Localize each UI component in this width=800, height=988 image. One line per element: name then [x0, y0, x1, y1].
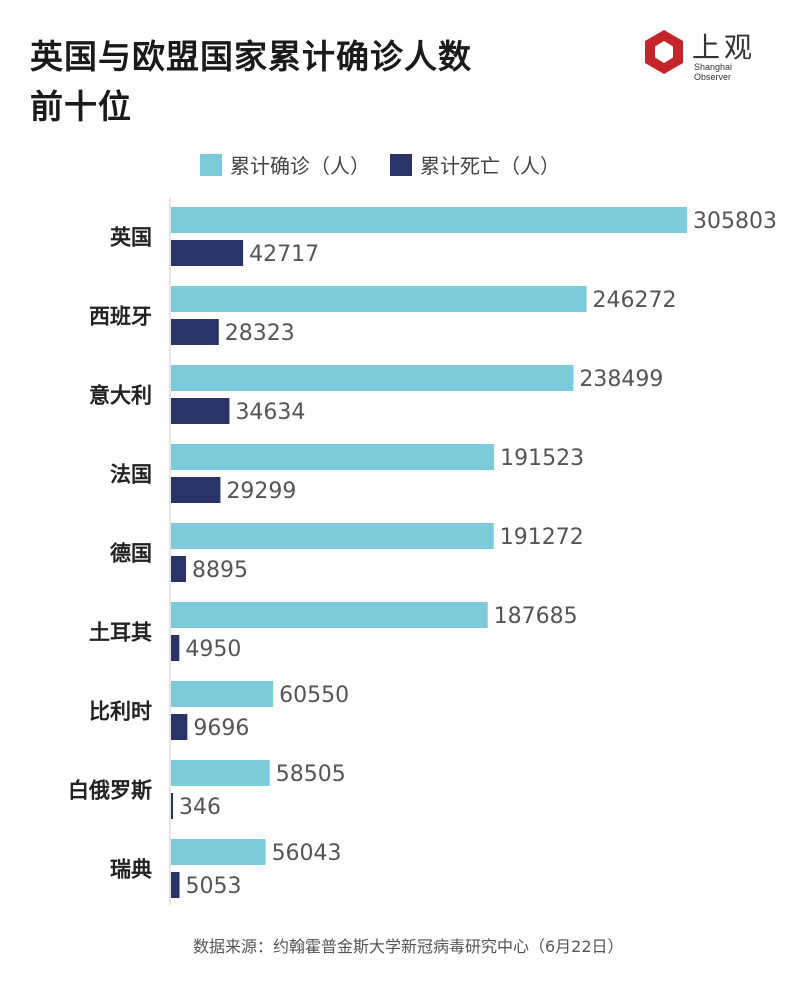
- bar-confirmed: [171, 444, 495, 470]
- bar-deaths: [171, 398, 230, 424]
- category-label: 德国: [110, 542, 152, 566]
- data-label: 60550: [279, 683, 349, 708]
- bar-deaths: [171, 556, 187, 582]
- bar-deaths: [171, 714, 188, 740]
- category-label: 瑞典: [110, 858, 152, 882]
- bar-confirmed: [171, 523, 494, 549]
- data-label: 8895: [192, 558, 248, 583]
- logo-hexagon-icon: [645, 30, 683, 74]
- bar-confirmed: [171, 839, 266, 865]
- category-label: 西班牙: [89, 305, 152, 329]
- legend-label: 累计确诊（人）: [230, 154, 370, 178]
- legend-item-deaths: 累计死亡（人）: [390, 150, 560, 179]
- bar-confirmed: [171, 602, 488, 628]
- data-label: 34634: [235, 400, 305, 425]
- category-label: 意大利: [89, 384, 152, 408]
- category-label: 白俄罗斯: [68, 779, 152, 803]
- category-label: 法国: [110, 463, 152, 487]
- bar-confirmed: [171, 681, 274, 707]
- category-label: 比利时: [89, 700, 152, 724]
- bar-confirmed: [171, 365, 574, 391]
- logo-cn: 上观: [692, 31, 757, 64]
- chart-title-line2: 前十位: [30, 87, 132, 126]
- data-label: 29299: [226, 479, 296, 504]
- shanghai-observer-logo: 上观 Shanghai Observer: [640, 28, 770, 82]
- data-label: 58505: [276, 762, 346, 787]
- bar-deaths: [171, 319, 219, 345]
- data-label: 42717: [249, 242, 319, 267]
- data-label: 191523: [500, 446, 584, 471]
- legend-swatch: [390, 153, 412, 176]
- bar-confirmed: [171, 760, 270, 786]
- data-label: 305803: [693, 209, 777, 234]
- data-label: 346: [179, 795, 221, 820]
- data-label: 28323: [225, 321, 295, 346]
- data-label: 191272: [500, 525, 584, 550]
- data-label: 4950: [185, 637, 241, 662]
- data-label: 9696: [193, 716, 249, 741]
- legend-swatch: [200, 153, 222, 176]
- bar-deaths: [171, 635, 180, 661]
- data-label: 238499: [579, 367, 663, 392]
- bar-deaths: [171, 477, 221, 503]
- data-label: 246272: [593, 288, 677, 313]
- data-label: 187685: [494, 604, 578, 629]
- data-label: 5053: [186, 874, 242, 899]
- category-label: 土耳其: [89, 621, 152, 645]
- source-note: 数据来源：约翰霍普金斯大学新冠病毒研究中心（6月22日）: [193, 937, 624, 956]
- category-label: 英国: [110, 226, 152, 250]
- bar-deaths: [171, 240, 244, 266]
- data-label: 56043: [272, 841, 342, 866]
- chart-title-line1: 英国与欧盟国家累计确诊人数: [30, 37, 472, 76]
- legend-label: 累计死亡（人）: [420, 154, 560, 178]
- logo-en: Shanghai Observer: [694, 62, 733, 82]
- bar-confirmed: [171, 286, 587, 312]
- bar-deaths: [171, 872, 180, 898]
- bar-confirmed: [171, 207, 687, 233]
- legend-item-confirmed: 累计确诊（人）: [200, 150, 370, 179]
- bar-deaths: [171, 793, 173, 819]
